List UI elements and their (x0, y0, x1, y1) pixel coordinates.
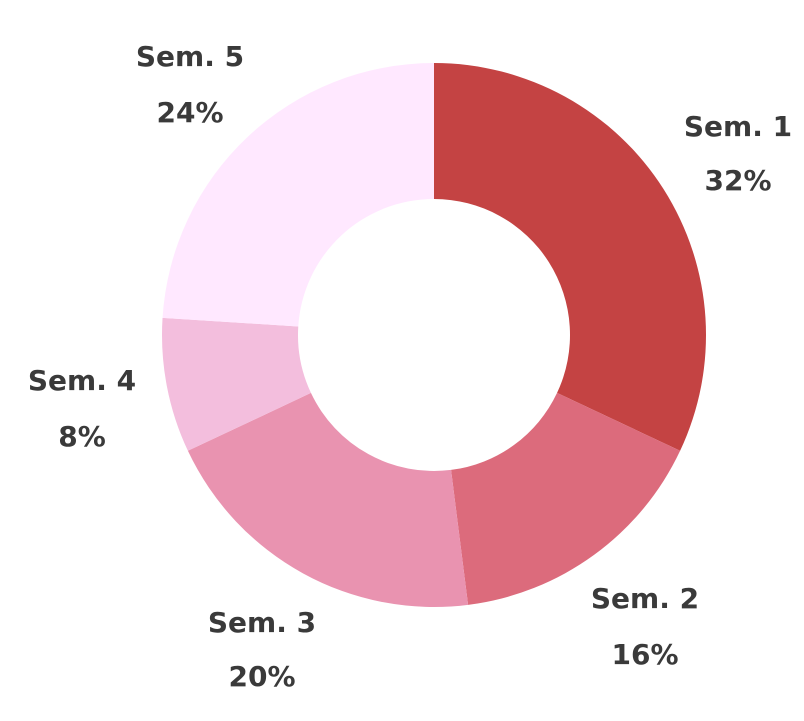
slice-percent-label: 32% (704, 164, 771, 197)
slice-sem-4 (161, 317, 311, 451)
slice-percent-label: 20% (228, 660, 295, 693)
slice-percent-label: 16% (611, 638, 678, 671)
slice-labels: Sem. 1 32% Sem. 2 16% Sem. 3 20% Sem. 4 8% Sem. … (28, 40, 792, 693)
donut-slices (161, 63, 706, 608)
slice-percent-label: 8% (58, 420, 106, 453)
slice-sem-5 (162, 63, 434, 327)
slice-sem-2 (451, 392, 681, 605)
slice-label: Sem. 2 (591, 582, 699, 615)
slice-label: Sem. 5 (136, 40, 244, 73)
slice-label: Sem. 4 (28, 364, 136, 397)
slice-sem-1 (434, 63, 706, 451)
slice-percent-label: 24% (156, 96, 223, 129)
slice-sem-3 (187, 392, 469, 608)
slice-label: Sem. 1 (684, 110, 792, 143)
slice-label: Sem. 3 (208, 606, 316, 639)
